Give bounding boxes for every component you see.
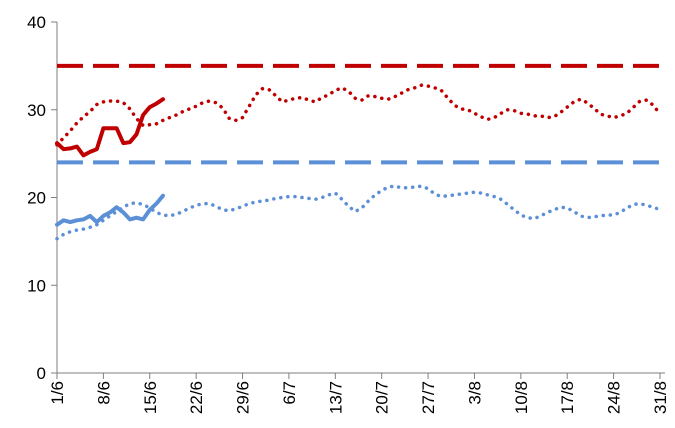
x-tick-label: 20/7 xyxy=(373,381,392,414)
x-tick-label: 15/6 xyxy=(141,381,160,414)
y-tick-label: 30 xyxy=(27,101,46,120)
x-tick-label: 8/6 xyxy=(94,381,113,405)
series-layer xyxy=(55,63,662,241)
series-3-dotted-line xyxy=(55,184,662,241)
x-axis-ticks: 1/6 8/6 15/6 22/6 29/6 6/7 13/7 20/7 27/7 3/8 10/8… xyxy=(48,373,670,414)
x-tick-label: 24/8 xyxy=(605,381,624,414)
x-tick-label: 13/7 xyxy=(326,381,345,414)
x-tick-label: 29/6 xyxy=(234,381,253,414)
y-tick-label: 20 xyxy=(27,189,46,208)
series-5-solid-line xyxy=(55,193,165,227)
x-tick-label: 10/8 xyxy=(512,381,531,414)
x-tick-label: 1/6 xyxy=(48,381,67,405)
y-tick-label: 40 xyxy=(27,13,46,32)
x-tick-label: 17/8 xyxy=(558,381,577,414)
y-tick-label: 10 xyxy=(27,276,46,295)
x-tick-label: 3/8 xyxy=(465,381,484,405)
x-tick-label: 27/7 xyxy=(419,381,438,414)
x-tick-label: 31/8 xyxy=(651,381,670,414)
y-axis-ticks: 0 10 20 30 40 xyxy=(27,13,57,383)
x-tick-label: 22/6 xyxy=(187,381,206,414)
x-tick-label: 6/7 xyxy=(280,381,299,405)
y-tick-label: 0 xyxy=(37,364,46,383)
series-2-dotted-line xyxy=(55,83,662,147)
series-4-solid-line xyxy=(55,97,165,158)
